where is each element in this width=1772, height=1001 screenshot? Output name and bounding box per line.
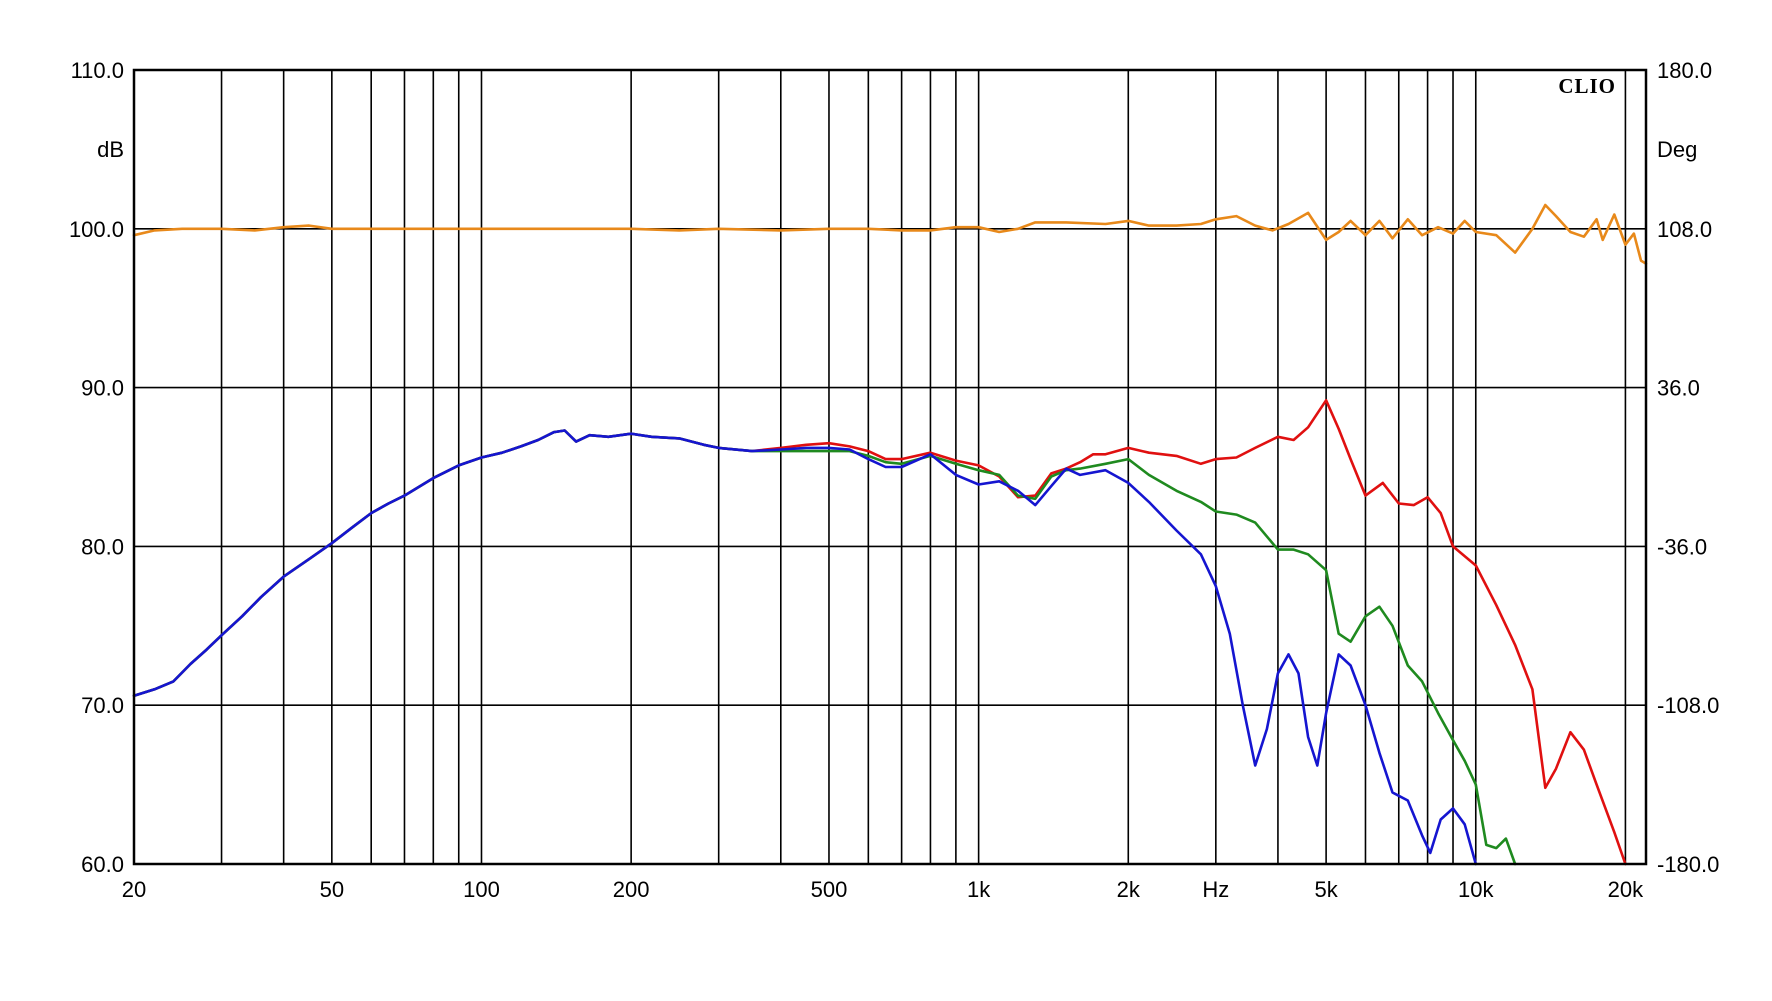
y-right-axis-label: Deg — [1657, 137, 1697, 162]
y-right-tick-label: 180.0 — [1657, 58, 1712, 83]
y-right-tick-label: 36.0 — [1657, 376, 1700, 401]
y-left-tick-label: 70.0 — [81, 693, 124, 718]
y-right-tick-label: 108.0 — [1657, 217, 1712, 242]
plot-frame — [132, 68, 1648, 866]
x-tick-label: 20k — [1608, 877, 1644, 902]
x-tick-label: Hz — [1202, 877, 1229, 902]
y-right-tick-label: -180.0 — [1657, 852, 1719, 877]
x-tick-label: 1k — [967, 877, 991, 902]
y-left-tick-label: 90.0 — [81, 376, 124, 401]
y-right-ticks: -180.0 -108.0 -36.0 36.0 108.0 180.0 — [1657, 58, 1719, 877]
series-line — [132, 429, 1478, 866]
y-left-tick-label: 60.0 — [81, 852, 124, 877]
x-ticks: 20 50 100 200 500 1k 2k Hz 5k 10k 20k — [122, 877, 1644, 902]
y-right-tick-label: -36.0 — [1657, 534, 1707, 559]
x-tick-label: 5k — [1314, 877, 1338, 902]
y-left-axis-label: dB — [97, 137, 124, 162]
x-tick-label: 200 — [613, 877, 650, 902]
x-tick-label: 10k — [1458, 877, 1494, 902]
y-left-tick-label: 110.0 — [71, 58, 124, 83]
y-left-tick-label: 100.0 — [69, 217, 124, 242]
series-line — [132, 203, 1648, 266]
x-tick-label: 2k — [1117, 877, 1141, 902]
x-tick-label: 100 — [463, 877, 500, 902]
series-group — [132, 203, 1648, 866]
y-left-tick-label: 80.0 — [81, 534, 124, 559]
x-tick-label: 500 — [811, 877, 848, 902]
brand-label: CLIO — [1558, 74, 1616, 98]
x-tick-label: 50 — [320, 877, 344, 902]
x-tick-label: 20 — [122, 877, 146, 902]
y-left-ticks: 60.0 70.0 80.0 90.0 100.0 110.0 — [69, 58, 124, 877]
y-right-tick-label: -108.0 — [1657, 693, 1719, 718]
